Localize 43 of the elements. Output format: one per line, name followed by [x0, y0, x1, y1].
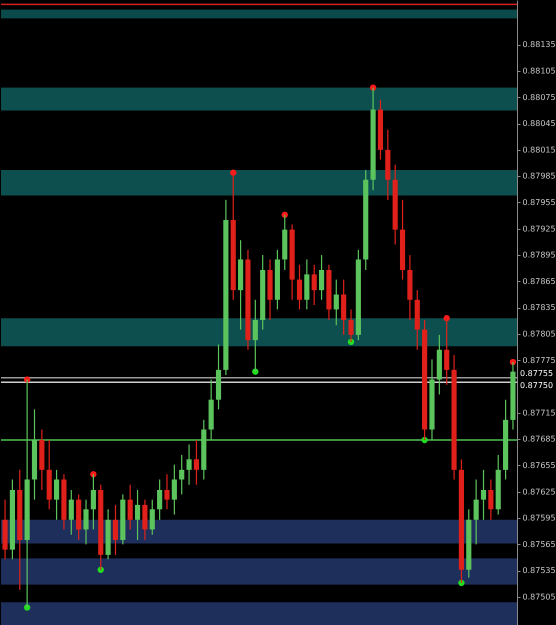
candlestick: [334, 279, 339, 326]
candlestick: [296, 264, 302, 310]
candlestick: [312, 264, 317, 306]
candlestick: [150, 499, 155, 536]
y-tick-label: 0.87535: [522, 566, 556, 576]
y-tick-label: 0.87955: [522, 198, 556, 207]
candlestick: [164, 474, 170, 510]
y-tick-label: 0.87925: [522, 224, 556, 234]
y-tick-label: 0.87895: [522, 250, 556, 260]
y-tick-label: 0.87565: [522, 540, 556, 549]
ref-line-label: 0.87750: [520, 381, 554, 390]
y-tick-label: 0.87835: [522, 303, 556, 312]
y-tick-label: 0.88105: [522, 66, 556, 76]
candlestick: [480, 469, 486, 520]
y-tick-label: 0.87775: [522, 356, 556, 365]
candlestick: [112, 504, 118, 556]
y-tick-label: 0.87625: [522, 487, 556, 496]
y-tick-label: 0.87505: [522, 592, 556, 602]
y-tick-label: 0.88075: [522, 92, 556, 102]
candlestick: [134, 489, 140, 541]
y-tick-label: 0.87985: [522, 172, 556, 181]
y-tick-label: 0.87655: [522, 460, 556, 470]
y-tick-label: 0.87595: [522, 514, 556, 523]
candlestick: [54, 469, 60, 520]
candlestick: [68, 489, 74, 536]
candlestick: [488, 478, 494, 520]
candlestick: [128, 484, 133, 530]
y-tick-label: 0.87715: [522, 408, 556, 418]
candlestick: [83, 499, 89, 545]
y-tick-label: 0.87805: [522, 329, 556, 338]
candlestick: [186, 444, 192, 486]
candlestick: [194, 439, 200, 486]
candlestick: [172, 464, 177, 516]
candlestick: [318, 254, 324, 300]
candlestick: [157, 478, 162, 520]
candlestick: [474, 478, 479, 545]
y-tick-label: 0.88045: [522, 119, 556, 128]
y-tick-label: 0.87685: [522, 434, 556, 444]
y-tick-label: 0.87865: [522, 276, 556, 286]
ref-line-label: 0.87755: [520, 368, 554, 378]
candlestick: [179, 454, 184, 495]
y-tick-label: 0.88135: [522, 40, 556, 50]
y-tick-label: 0.88015: [522, 145, 556, 154]
